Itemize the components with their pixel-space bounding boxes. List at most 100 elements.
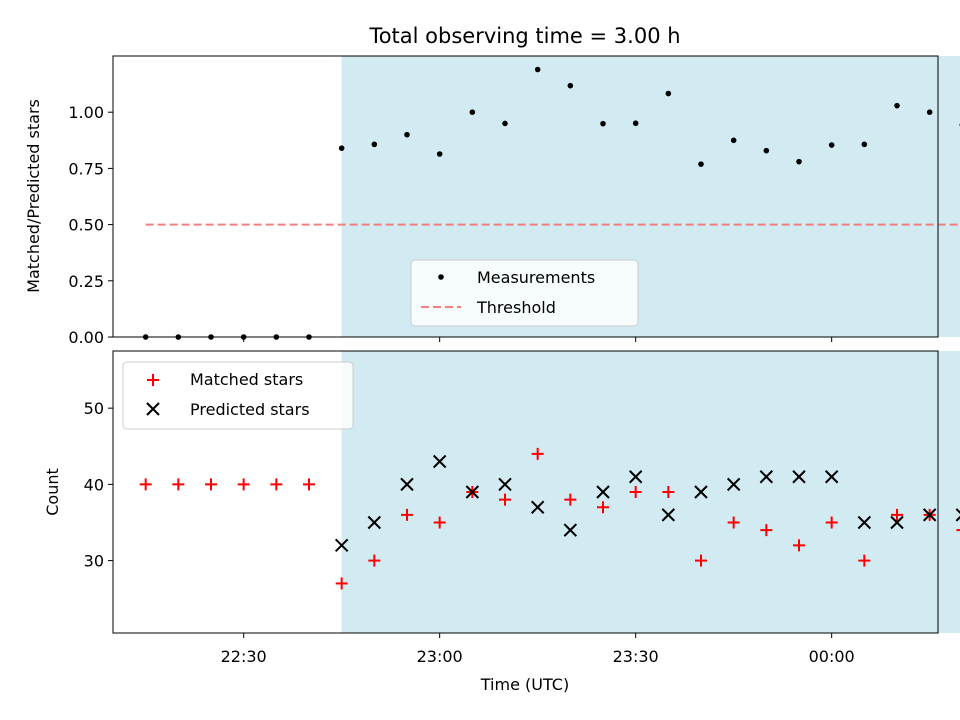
measurement-point	[632, 120, 639, 127]
matched-star-point	[597, 501, 609, 514]
matched-star-point	[858, 554, 871, 567]
legend-label-measurements: Measurements	[477, 268, 595, 287]
top-x-ticks	[243, 337, 833, 342]
top-legend-box	[410, 259, 639, 327]
bottom-y-ticks: 30 40 50	[84, 399, 113, 571]
top-y-axis-label: Matched/Predicted stars	[24, 99, 43, 293]
matched-star-point	[433, 516, 446, 529]
matched-star-point	[564, 493, 577, 506]
x-axis-label: Time (UTC)	[480, 675, 569, 694]
legend-label-matched-stars: Matched stars	[190, 370, 303, 389]
matched-star-point	[172, 478, 185, 491]
predicted-star-point	[922, 508, 937, 522]
bottom-legend-box	[122, 361, 354, 430]
matched-star-point	[368, 554, 381, 567]
top-y-ticks: 0.00 0.25 0.50 0.75 1.00	[68, 103, 113, 347]
predicted-star-point	[955, 508, 960, 522]
predicted-star-point	[530, 500, 545, 514]
bottom-legend: Matched stars Predicted stars	[122, 361, 354, 430]
predicted-star-point	[563, 523, 578, 537]
legend-label-predicted-stars: Predicted stars	[190, 400, 310, 419]
predicted-star-point	[694, 485, 708, 499]
bottom-y-axis-label: Count	[43, 468, 62, 516]
y-tick-label: 0.00	[68, 328, 104, 347]
measurement-point	[796, 158, 802, 165]
measurement-point	[763, 147, 770, 154]
matched-star-point	[891, 508, 903, 521]
predicted-star-point	[400, 477, 414, 492]
legend-marker-measurements	[438, 274, 444, 280]
predicted-star-point	[498, 477, 512, 492]
y-tick-label: 50	[84, 399, 104, 418]
y-tick-label: 0.50	[68, 216, 104, 235]
predicted-star-point	[367, 515, 382, 530]
predicted-star-point	[334, 538, 349, 553]
measurement-point	[436, 151, 443, 157]
matched-star-point	[499, 493, 511, 506]
measurement-point	[861, 141, 868, 148]
measurement-point	[338, 145, 345, 151]
predicted-star-point	[628, 470, 643, 484]
measurement-point	[698, 161, 704, 167]
matched-star-point	[727, 516, 740, 529]
predicted-star-point	[792, 470, 806, 484]
predicted-stars-series	[334, 454, 960, 553]
x-tick-label: 23:00	[417, 647, 463, 666]
observing-window-shade	[341, 351, 960, 633]
matched-star-point	[956, 529, 960, 532]
bottom-plot-frame	[112, 350, 939, 634]
measurement-point	[894, 102, 900, 109]
predicted-star-point	[465, 485, 480, 499]
measurement-point	[534, 66, 541, 73]
matched-star-point	[662, 486, 675, 498]
predicted-star-point	[890, 515, 904, 530]
measurement-point	[665, 90, 672, 97]
measurement-point	[567, 82, 574, 89]
y-tick-label: 0.25	[68, 272, 104, 291]
matched-star-point	[139, 478, 152, 491]
matched-star-point	[793, 539, 805, 552]
matched-star-point	[695, 554, 707, 567]
matched-star-point	[335, 577, 348, 590]
matched-star-point	[401, 508, 413, 521]
top-plot-frame	[112, 55, 939, 338]
top-panel: 0.00 0.25 0.50 0.75 1.00 Matched/Predicted s…	[24, 55, 960, 347]
y-tick-label: 1.00	[68, 103, 104, 122]
predicted-star-point	[596, 485, 610, 499]
matched-star-point	[237, 478, 250, 491]
y-tick-label: 40	[84, 475, 104, 494]
matched-star-point	[629, 486, 642, 498]
predicted-star-point	[824, 470, 839, 484]
legend-label-threshold: Threshold	[476, 298, 556, 317]
chart-title: Total observing time = 3.00 h	[368, 24, 680, 48]
legend-marker-predicted-stars	[146, 402, 160, 416]
measurement-point	[730, 137, 737, 144]
matched-star-point	[760, 524, 773, 537]
measurement-point	[469, 109, 476, 115]
measurements-series	[142, 66, 960, 340]
measurement-point	[926, 109, 933, 115]
matched-star-point	[825, 516, 838, 529]
measurement-point	[828, 142, 835, 148]
x-tick-label: 23:30	[613, 647, 659, 666]
legend-marker-matched-stars	[147, 374, 159, 386]
x-tick-label: 00:00	[809, 647, 855, 666]
bottom-observing-window	[341, 351, 960, 633]
y-tick-label: 0.75	[68, 159, 104, 178]
predicted-star-point	[432, 454, 447, 469]
matched-star-point	[303, 478, 315, 491]
measurement-point	[502, 120, 508, 127]
measurement-point	[600, 120, 606, 127]
matched-star-point	[531, 447, 544, 460]
matched-star-point	[205, 478, 217, 491]
predicted-star-point	[726, 477, 741, 492]
measurement-point	[371, 141, 378, 148]
matched-star-point	[270, 478, 283, 491]
predicted-star-point	[857, 515, 872, 530]
measurement-point	[404, 131, 410, 138]
y-tick-label: 30	[84, 552, 104, 571]
